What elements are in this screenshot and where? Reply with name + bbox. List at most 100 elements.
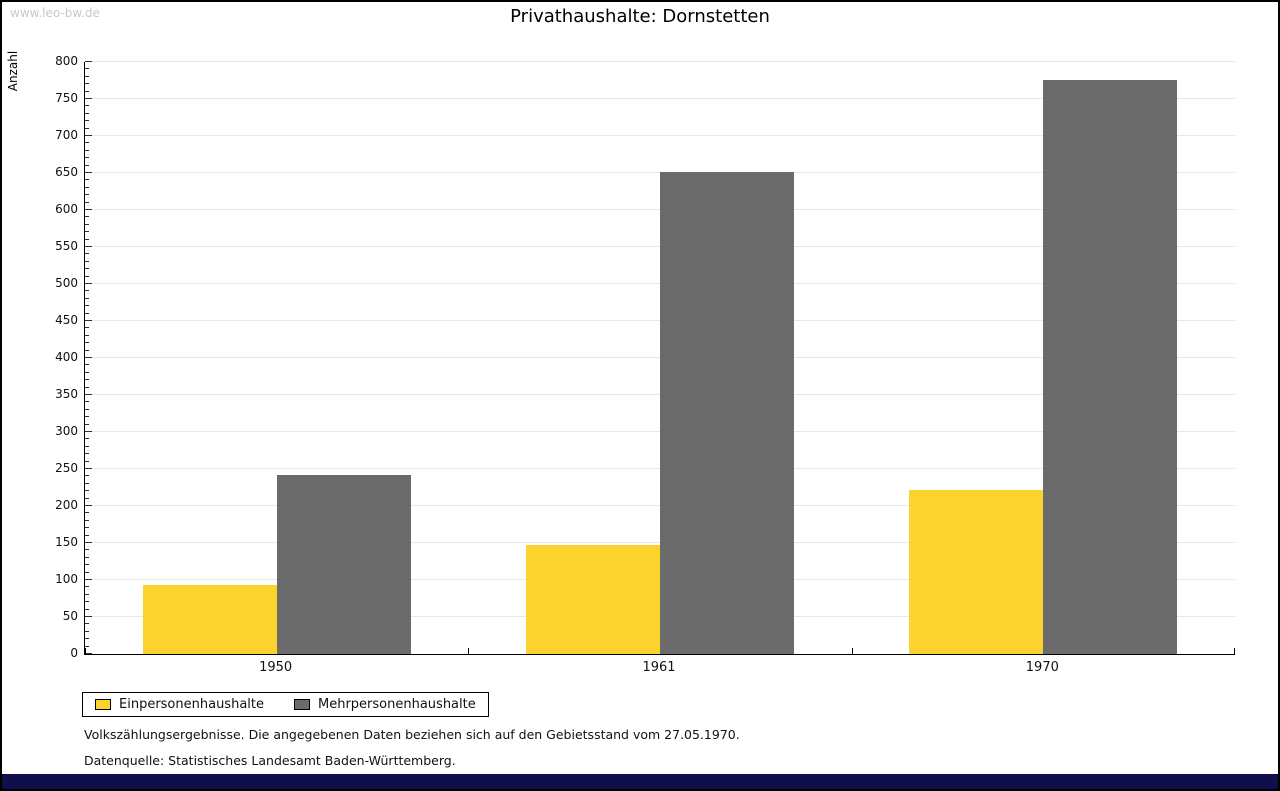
y-minor-tick-570 xyxy=(85,231,89,233)
y-major-tick-50 xyxy=(85,616,92,617)
gridline-800 xyxy=(85,61,1235,62)
legend-swatch-einpersonenhaushalte xyxy=(95,699,111,710)
y-minor-tick-370 xyxy=(85,379,89,381)
bar-mehrpersonenhaushalte-1950 xyxy=(276,474,411,654)
y-tick-label-500: 500 xyxy=(55,276,78,290)
y-minor-tick-760 xyxy=(85,90,89,92)
y-major-tick-500 xyxy=(85,283,92,284)
legend-label-mehrpersonenhaushalte: Mehrpersonenhaushalte xyxy=(318,697,476,712)
y-minor-tick-530 xyxy=(85,260,89,262)
legend-item-einpersonenhaushalte: Einpersonenhaushalte xyxy=(95,697,264,712)
x-boundary-tick-0 xyxy=(85,648,86,654)
y-tick-label-150: 150 xyxy=(55,535,78,549)
y-minor-tick-480 xyxy=(85,297,89,299)
y-major-tick-150 xyxy=(85,542,92,543)
y-major-tick-750 xyxy=(85,98,92,99)
y-minor-tick-340 xyxy=(85,401,89,403)
y-minor-tick-520 xyxy=(85,268,89,270)
y-minor-tick-330 xyxy=(85,408,89,410)
y-major-tick-300 xyxy=(85,431,92,432)
x-boundary-tick-3 xyxy=(1234,648,1235,654)
y-minor-tick-230 xyxy=(85,482,89,484)
y-minor-tick-220 xyxy=(85,490,89,492)
bar-mehrpersonenhaushalte-1970 xyxy=(1043,79,1178,654)
y-minor-tick-30 xyxy=(85,630,89,632)
x-tick-label-1961: 1961 xyxy=(642,660,676,675)
y-minor-tick-410 xyxy=(85,349,89,351)
y-minor-tick-380 xyxy=(85,371,89,373)
y-minor-tick-360 xyxy=(85,386,89,388)
y-minor-tick-270 xyxy=(85,453,89,455)
y-minor-tick-490 xyxy=(85,290,89,292)
y-minor-tick-670 xyxy=(85,157,89,159)
y-minor-tick-390 xyxy=(85,364,89,366)
y-tick-label-650: 650 xyxy=(55,165,78,179)
y-minor-tick-420 xyxy=(85,342,89,344)
y-minor-tick-680 xyxy=(85,149,89,151)
y-major-tick-100 xyxy=(85,579,92,580)
y-tick-label-800: 800 xyxy=(55,54,78,68)
y-major-tick-550 xyxy=(85,246,92,247)
y-minor-tick-210 xyxy=(85,497,89,499)
bar-einpersonenhaushalte-1950 xyxy=(142,585,277,654)
y-major-tick-400 xyxy=(85,357,92,358)
y-minor-tick-120 xyxy=(85,564,89,566)
bar-mehrpersonenhaushalte-1961 xyxy=(660,172,794,654)
y-tick-label-250: 250 xyxy=(55,461,78,475)
y-tick-label-750: 750 xyxy=(55,91,78,105)
y-minor-tick-710 xyxy=(85,127,89,129)
y-major-tick-200 xyxy=(85,505,92,506)
y-minor-tick-640 xyxy=(85,179,89,181)
y-minor-tick-10 xyxy=(85,645,89,647)
x-tick-label-1970: 1970 xyxy=(1025,660,1059,675)
y-major-tick-600 xyxy=(85,209,92,210)
y-minor-tick-110 xyxy=(85,571,89,573)
gridline-750 xyxy=(85,98,1235,99)
y-minor-tick-20 xyxy=(85,638,89,640)
x-tick-label-1950: 1950 xyxy=(259,660,293,675)
y-minor-tick-60 xyxy=(85,608,89,610)
y-major-tick-350 xyxy=(85,394,92,395)
y-minor-tick-740 xyxy=(85,105,89,107)
y-tick-label-100: 100 xyxy=(55,572,78,586)
y-minor-tick-610 xyxy=(85,201,89,203)
y-minor-tick-240 xyxy=(85,475,89,477)
y-minor-tick-440 xyxy=(85,327,89,329)
y-minor-tick-80 xyxy=(85,593,89,595)
y-minor-tick-180 xyxy=(85,519,89,521)
y-minor-tick-160 xyxy=(85,534,89,536)
y-tick-label-200: 200 xyxy=(55,498,78,512)
y-tick-label-700: 700 xyxy=(55,128,78,142)
y-major-tick-450 xyxy=(85,320,92,321)
chart-legend: Einpersonenhaushalte Mehrpersonenhaushal… xyxy=(82,692,489,717)
y-minor-tick-310 xyxy=(85,423,89,425)
footer-bar xyxy=(2,774,1278,789)
y-minor-tick-260 xyxy=(85,460,89,462)
legend-item-mehrpersonenhaushalte: Mehrpersonenhaushalte xyxy=(294,697,476,712)
legend-swatch-mehrpersonenhaushalte xyxy=(294,699,310,710)
footnote-census: Volkszählungsergebnisse. Die angegebenen… xyxy=(84,727,740,742)
legend-label-einpersonenhaushalte: Einpersonenhaushalte xyxy=(119,697,264,712)
y-minor-tick-730 xyxy=(85,112,89,114)
y-minor-tick-460 xyxy=(85,312,89,314)
y-tick-label-50: 50 xyxy=(62,609,78,623)
x-boundary-tick-1 xyxy=(468,648,470,654)
y-minor-tick-660 xyxy=(85,164,89,166)
y-minor-tick-690 xyxy=(85,142,89,144)
y-minor-tick-70 xyxy=(85,601,89,603)
y-minor-tick-190 xyxy=(85,512,89,514)
bar-einpersonenhaushalte-1961 xyxy=(526,544,660,654)
y-tick-label-450: 450 xyxy=(55,313,78,327)
y-minor-tick-470 xyxy=(85,305,89,307)
x-boundary-tick-2 xyxy=(851,648,853,654)
y-minor-tick-720 xyxy=(85,120,89,122)
chart-title: Privathaushalte: Dornstetten xyxy=(510,6,770,27)
y-minor-tick-620 xyxy=(85,194,89,196)
y-minor-tick-770 xyxy=(85,83,89,85)
y-tick-label-550: 550 xyxy=(55,239,78,253)
y-major-tick-250 xyxy=(85,468,92,469)
y-major-tick-0 xyxy=(85,653,92,654)
y-major-tick-700 xyxy=(85,135,92,136)
bar-einpersonenhaushalte-1970 xyxy=(909,489,1044,654)
